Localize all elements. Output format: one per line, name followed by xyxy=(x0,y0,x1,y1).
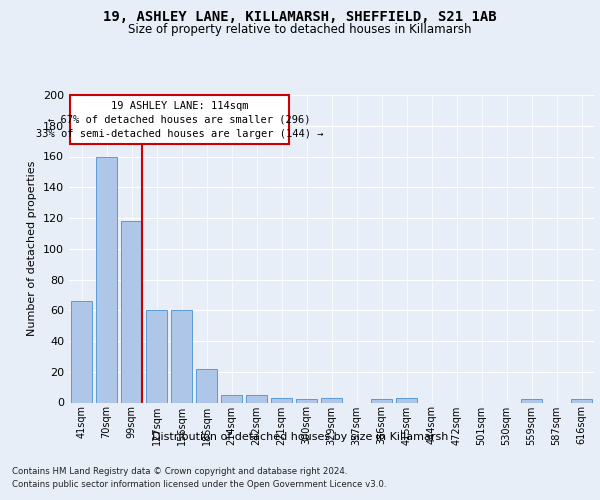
Bar xyxy=(371,400,392,402)
Text: 19, ASHLEY LANE, KILLAMARSH, SHEFFIELD, S21 1AB: 19, ASHLEY LANE, KILLAMARSH, SHEFFIELD, … xyxy=(103,10,497,24)
Bar xyxy=(71,301,92,402)
Bar xyxy=(521,400,542,402)
Bar xyxy=(171,310,192,402)
Y-axis label: Number of detached properties: Number of detached properties xyxy=(28,161,37,336)
Bar xyxy=(271,398,292,402)
Bar xyxy=(121,221,142,402)
Bar xyxy=(571,400,592,402)
Bar xyxy=(196,368,217,402)
Text: 33% of semi-detached houses are larger (144) →: 33% of semi-detached houses are larger (… xyxy=(36,130,323,140)
Text: Contains HM Land Registry data © Crown copyright and database right 2024.: Contains HM Land Registry data © Crown c… xyxy=(12,468,347,476)
Text: Size of property relative to detached houses in Killamarsh: Size of property relative to detached ho… xyxy=(128,22,472,36)
Text: 19 ASHLEY LANE: 114sqm: 19 ASHLEY LANE: 114sqm xyxy=(111,101,248,111)
Bar xyxy=(96,156,117,402)
Text: Distribution of detached houses by size in Killamarsh: Distribution of detached houses by size … xyxy=(152,432,448,442)
Bar xyxy=(146,310,167,402)
Bar xyxy=(396,398,417,402)
Bar xyxy=(296,400,317,402)
Bar xyxy=(321,398,342,402)
Text: Contains public sector information licensed under the Open Government Licence v3: Contains public sector information licen… xyxy=(12,480,386,489)
Bar xyxy=(221,395,242,402)
Bar xyxy=(246,395,267,402)
Text: ← 67% of detached houses are smaller (296): ← 67% of detached houses are smaller (29… xyxy=(49,114,311,124)
